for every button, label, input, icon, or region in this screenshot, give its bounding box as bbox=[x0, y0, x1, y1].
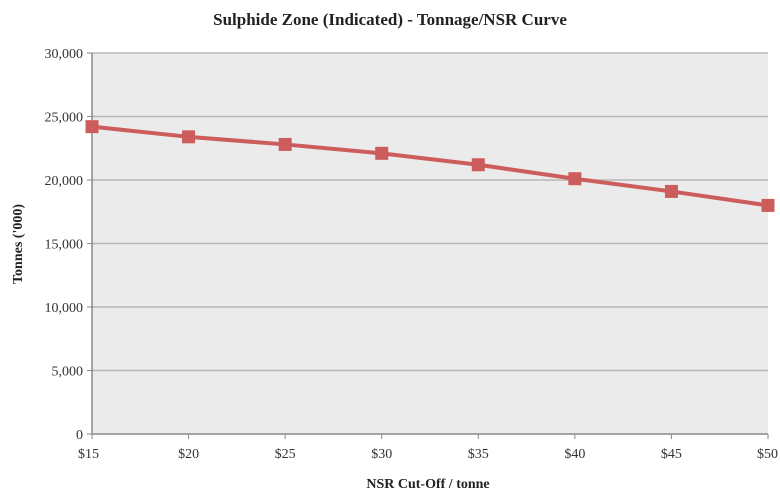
data-point-marker bbox=[568, 172, 582, 186]
x-tick-label: $30 bbox=[371, 447, 392, 462]
gridlines bbox=[92, 52, 768, 372]
data-point-marker bbox=[761, 198, 775, 212]
y-tick-label: 10,000 bbox=[45, 301, 84, 316]
x-tick-label: $50 bbox=[757, 447, 778, 462]
x-axis-title: NSR Cut-Off / tonne bbox=[366, 477, 489, 491]
y-tick-label: 5,000 bbox=[52, 365, 84, 380]
x-tick-label: $20 bbox=[178, 447, 199, 462]
series-line bbox=[91, 124, 769, 208]
data-point-marker bbox=[182, 130, 196, 144]
data-point-marker bbox=[375, 146, 389, 160]
data-point-marker bbox=[85, 120, 99, 134]
y-tick-label: 0 bbox=[76, 428, 83, 443]
y-tick-label: 20,000 bbox=[45, 174, 84, 189]
x-tick-label: $45 bbox=[661, 447, 682, 462]
x-tick-label: $25 bbox=[275, 447, 296, 462]
y-axis-ticks: 0 5,000 10,000 15,000 20,000 25,000 30,000 bbox=[45, 47, 92, 443]
series-group bbox=[85, 120, 775, 212]
y-tick-label: 30,000 bbox=[45, 47, 84, 62]
data-point-marker bbox=[664, 184, 678, 198]
x-tick-label: $35 bbox=[468, 447, 489, 462]
x-axis-ticks: $15 $20 $25 $30 $35 $40 $45 $50 bbox=[78, 434, 778, 462]
data-point-marker bbox=[278, 137, 292, 151]
data-point-marker bbox=[471, 158, 485, 172]
x-tick-label: $15 bbox=[78, 447, 99, 462]
y-tick-label: 25,000 bbox=[45, 111, 84, 126]
x-tick-label: $40 bbox=[564, 447, 585, 462]
y-axis-title: Tonnes ('000) bbox=[11, 204, 26, 284]
y-tick-label: 15,000 bbox=[45, 238, 84, 253]
chart-title: Sulphide Zone (Indicated) - Tonnage/NSR … bbox=[213, 10, 567, 29]
